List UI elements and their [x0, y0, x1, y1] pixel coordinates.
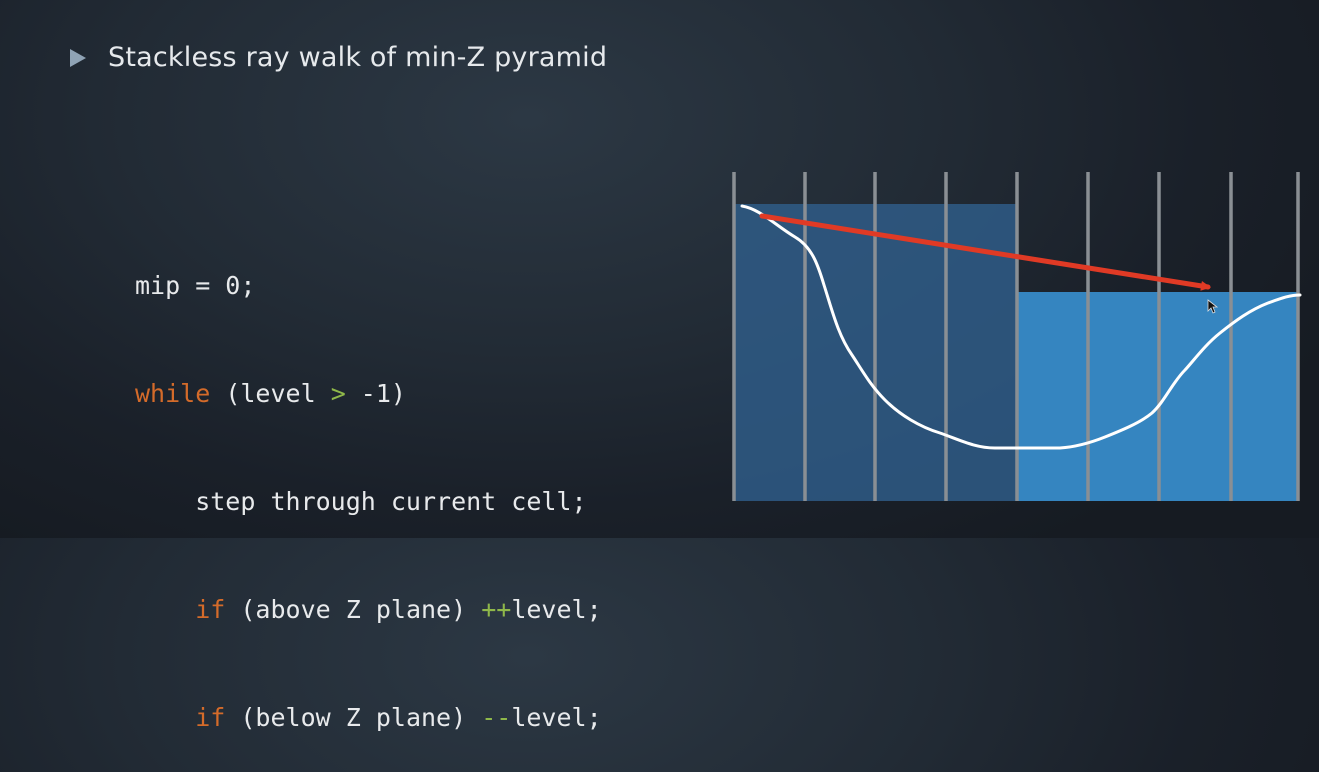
code-text: level; — [511, 595, 602, 624]
triangle-bullet-icon — [70, 48, 86, 67]
code-text: mip = 0; — [135, 271, 256, 300]
cell-boundaries — [732, 172, 1300, 501]
code-keyword: if — [195, 703, 226, 732]
ray-arrow — [759, 213, 1211, 291]
min-z-pyramid-diagram — [732, 172, 1302, 501]
code-operator: > — [330, 379, 346, 408]
depth-surface-curve — [740, 204, 1302, 450]
code-line-step: step through current cell; — [135, 484, 602, 520]
code-operator: -- — [481, 703, 512, 732]
bullet-point: Stackless ray walk of min-Z pyramid — [70, 42, 607, 73]
code-text: level; — [511, 703, 602, 732]
code-text: (level — [210, 379, 331, 408]
code-indent — [135, 595, 195, 624]
code-text: (below Z plane) — [225, 703, 482, 732]
code-operator: ++ — [481, 595, 512, 624]
code-line-if-above: if (above Z plane) ++level; — [135, 592, 602, 628]
code-text: -1) — [345, 379, 406, 408]
code-line-if-below: if (below Z plane) --level; — [135, 700, 602, 736]
pseudocode-block: mip = 0; while (level > -1) step through… — [135, 196, 602, 772]
code-indent — [135, 703, 195, 732]
mouse-cursor-icon — [1207, 299, 1219, 314]
code-keyword: while — [135, 379, 211, 408]
code-text: step through current cell; — [135, 487, 587, 516]
code-text: (above Z plane) — [225, 595, 482, 624]
slide-bullet-text: Stackless ray walk of min-Z pyramid — [108, 42, 608, 73]
code-line-while: while (level > -1) — [135, 376, 602, 412]
code-keyword: if — [195, 595, 226, 624]
code-line-mip: mip = 0; — [135, 268, 602, 304]
